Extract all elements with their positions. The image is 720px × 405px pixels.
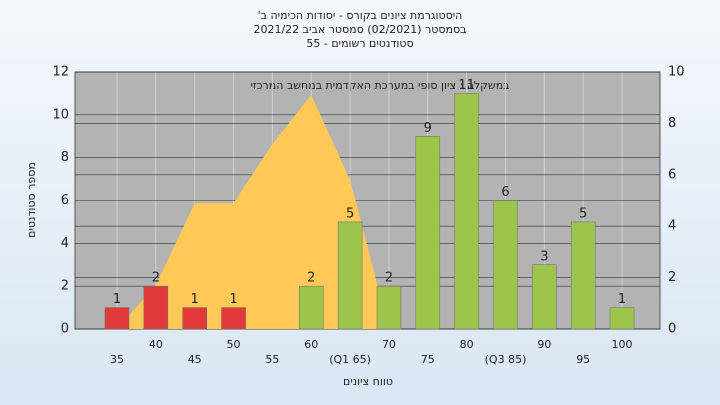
y2-tick-label: 4 [668, 219, 676, 234]
bar [143, 285, 169, 330]
data-label: 1 [618, 292, 626, 307]
x-tick-label: 40 [149, 338, 163, 351]
y-tick-label: 10 [52, 107, 69, 122]
y-tick-label: 6 [61, 193, 69, 208]
data-label: 5 [346, 206, 354, 221]
y2-tick-label: 2 [668, 270, 676, 285]
data-label: 6 [501, 185, 509, 200]
bar [376, 285, 402, 330]
y-tick-label: 2 [61, 279, 69, 294]
y2-tick-label: 0 [668, 322, 676, 337]
x-tick-label: 55 [265, 353, 279, 366]
data-label: 1 [113, 292, 121, 307]
data-label: 11 [458, 78, 475, 93]
y2-tick-label: 8 [668, 116, 676, 131]
bar [415, 136, 441, 330]
bar [493, 200, 518, 330]
bar [609, 307, 635, 330]
x-tick-label: 70 [382, 338, 396, 351]
x-tick-label: 75 [421, 353, 435, 366]
data-label: 2 [385, 271, 393, 286]
bar [299, 285, 324, 330]
y2-tick-label: 6 [668, 167, 676, 182]
x-tick-label: 80 [460, 338, 474, 351]
area [117, 95, 389, 329]
data-label: 3 [540, 249, 548, 264]
data-label: 5 [579, 206, 587, 221]
chart-subtitle: סטודנטים רשומים - 55 [306, 37, 413, 50]
x-tick-label: 100 [612, 338, 633, 351]
bar [570, 221, 596, 330]
data-label: 9 [424, 121, 432, 136]
chart-title: היסטוגרמת ציונים בקורס - יסודות הכימיה ב… [258, 9, 463, 22]
x-tick-label: 60 [304, 338, 318, 351]
data-label: 1 [229, 292, 237, 307]
bar [454, 93, 479, 330]
x-tick-label: 35 [110, 353, 124, 366]
y-tick-label: 8 [61, 150, 69, 165]
bar [532, 264, 557, 330]
bar [337, 221, 363, 330]
bar [221, 307, 246, 330]
y-tick-label: 12 [52, 65, 69, 80]
bar [182, 307, 207, 330]
x-axis-label: טווח ציונים [343, 375, 393, 388]
y-tick-label: 4 [61, 236, 69, 251]
y-axis-label: מספר סטודנטים [25, 162, 38, 238]
data-label: 1 [191, 292, 199, 307]
x-tick-label: 90 [537, 338, 551, 351]
y2-tick-label: 10 [668, 65, 685, 80]
bar [104, 307, 130, 330]
data-label: 2 [152, 271, 160, 286]
chart-subtitle: בסמסטר (02/2021) סמסטר אביב 2021/22 [253, 23, 466, 36]
x-tick-label: 50 [227, 338, 241, 351]
x-tick-label: 95 [576, 353, 590, 366]
x-tick-label: (Q1 65) [329, 353, 371, 366]
annotation: במשקלה : ציון סופי במערכת האקדמית במחשב … [250, 79, 509, 92]
data-label: 2 [307, 271, 315, 286]
y-tick-label: 0 [61, 322, 69, 337]
x-tick-label: 45 [188, 353, 202, 366]
x-tick-label: (Q3 85) [485, 353, 527, 366]
